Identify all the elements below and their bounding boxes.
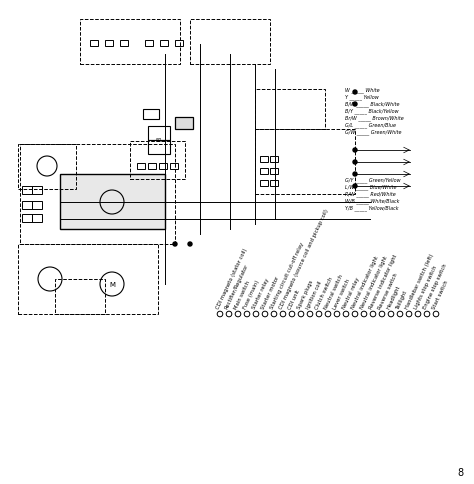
Text: G/W _____ Green/White: G/W _____ Green/White [345,129,401,135]
Bar [270,168,278,175]
Circle shape [353,161,357,165]
Bar [148,164,156,170]
Text: Neutral indicator light: Neutral indicator light [350,255,380,309]
Text: Starter relay: Starter relay [252,277,270,309]
Text: G/L _____ Green/Blue: G/L _____ Green/Blue [345,122,396,128]
Circle shape [353,149,357,152]
Text: R/W _____ Red/White: R/W _____ Red/White [345,191,396,197]
Bar [148,141,170,155]
Text: CDI magneto (source coil and pickup coil): CDI magneto (source coil and pickup coil… [278,208,329,309]
Bar [60,175,165,229]
Text: Starter motor: Starter motor [261,274,280,309]
Bar [170,164,178,170]
Text: Main switch: Main switch [234,279,251,309]
Text: Br/W _____ Brown/White: Br/W _____ Brown/White [345,115,404,121]
Text: SR: SR [156,138,162,143]
Text: Clutch switch: Clutch switch [314,275,334,309]
Bar [270,181,278,187]
Bar [160,41,168,47]
Text: CDI magneto (stator coil): CDI magneto (stator coil) [216,247,248,309]
Bar [32,187,42,195]
Bar [90,41,98,47]
Text: Taillight: Taillight [395,289,409,309]
Circle shape [353,103,357,107]
Bar [120,41,128,47]
Bar [143,110,159,120]
Bar [18,244,158,314]
Text: Y _____ Yellow: Y _____ Yellow [345,94,379,100]
Text: Headlight: Headlight [386,284,402,309]
Text: Ignition coil: Ignition coil [305,280,323,309]
Bar [260,157,268,163]
Bar [20,145,175,244]
Circle shape [188,242,192,246]
Text: B/Y _____ Black/Yellow: B/Y _____ Black/Yellow [345,108,399,114]
Text: Engine stop switch: Engine stop switch [422,262,448,309]
Bar [190,20,270,65]
Bar [270,157,278,163]
Text: Reverse indicator light: Reverse indicator light [368,253,398,309]
Text: Starting circuit cut-off relay: Starting circuit cut-off relay [269,241,305,309]
Text: 8: 8 [457,467,463,477]
Bar [175,41,183,47]
Text: Start switch: Start switch [431,279,449,309]
Bar [105,41,113,47]
Bar [159,164,167,170]
Bar [32,214,42,223]
Bar [130,142,185,180]
Bar [32,201,42,210]
Circle shape [353,184,357,189]
Bar [80,20,180,65]
Text: Handlebar switch (left): Handlebar switch (left) [404,253,435,309]
Text: Rectifier/Regulator: Rectifier/Regulator [225,263,250,309]
Text: Neutral switch: Neutral switch [323,273,344,309]
Bar [22,187,32,195]
Circle shape [353,173,357,177]
Bar [18,145,76,190]
Bar [255,90,325,130]
Text: B/W _____ Black/White: B/W _____ Black/White [345,101,400,106]
Bar [260,181,268,187]
Text: L/W _____ Blue/White: L/W _____ Blue/White [345,184,396,189]
Bar [22,214,32,223]
Text: Neutral indicator light: Neutral indicator light [359,255,389,309]
Bar [260,168,268,175]
Bar [255,130,355,195]
Text: G/Y _____ Green/Yellow: G/Y _____ Green/Yellow [345,177,401,182]
Circle shape [173,242,177,246]
Bar [137,164,145,170]
Bar [148,127,170,141]
Bar [175,118,193,130]
Text: Lever switch: Lever switch [332,277,351,309]
Text: W _____ White: W _____ White [345,87,380,92]
Text: M: M [109,281,115,287]
Text: Reverse switch: Reverse switch [377,272,399,309]
Bar [55,279,105,314]
Text: Spark plugs: Spark plugs [296,279,314,309]
Bar [22,201,32,210]
Text: CDI unit: CDI unit [287,288,301,309]
Text: Y/B _____ Yellow/Black: Y/B _____ Yellow/Black [345,205,399,211]
Bar [145,41,153,47]
Circle shape [353,91,357,95]
Text: W/B _____ White/Black: W/B _____ White/Black [345,198,400,203]
Text: Neutral relay: Neutral relay [341,276,361,309]
Text: Lights stop switch: Lights stop switch [413,264,438,309]
Text: Fuse (main): Fuse (main) [243,279,260,309]
